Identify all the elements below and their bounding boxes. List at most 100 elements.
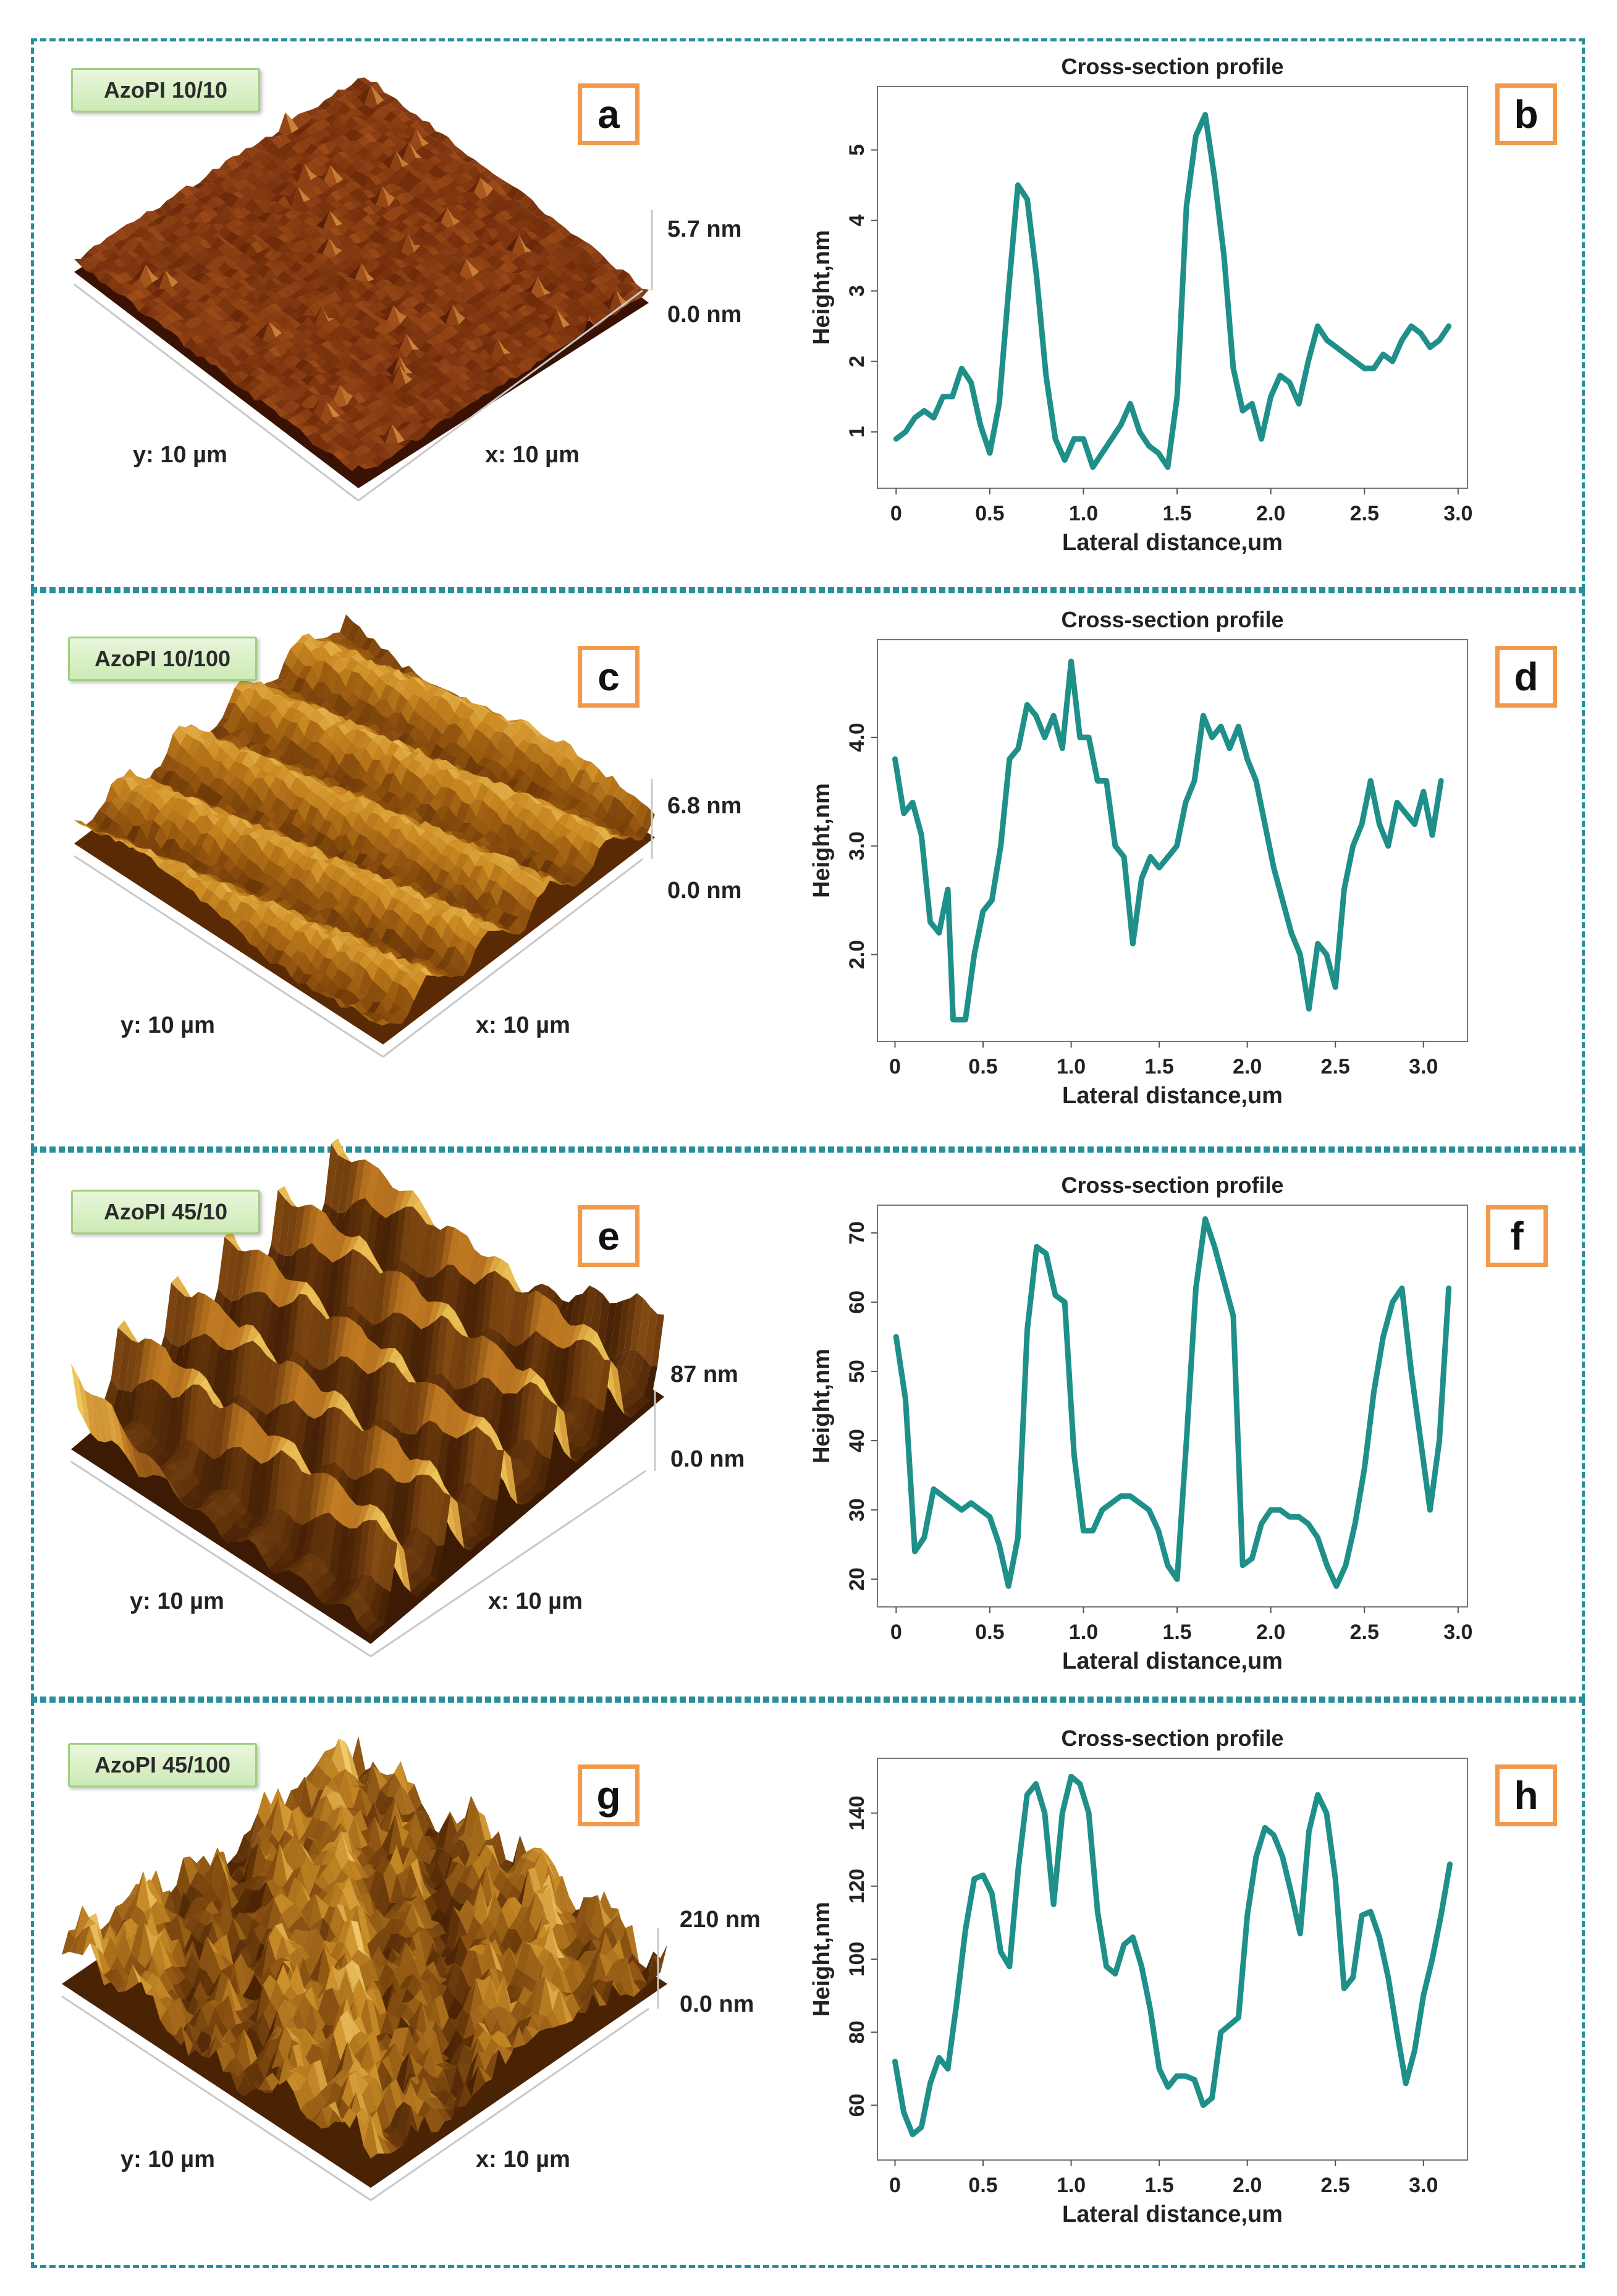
afm-facet	[406, 333, 420, 350]
afm-facet	[543, 343, 557, 354]
afm-facet	[499, 220, 513, 227]
afm-facet	[192, 273, 205, 282]
afm-facet	[316, 254, 329, 265]
afm-facet	[292, 745, 305, 763]
afm-facet	[258, 813, 272, 824]
afm-facet	[277, 936, 290, 952]
afm-facet	[360, 328, 374, 338]
afm-facet	[366, 412, 379, 423]
afm-facet	[394, 233, 408, 252]
afm-facet	[224, 243, 238, 249]
afm-facet	[197, 303, 211, 310]
afm-facet	[453, 695, 467, 698]
afm-facet	[233, 892, 247, 896]
afm-facet	[393, 333, 407, 350]
afm-facet	[307, 376, 321, 386]
afm-facet	[406, 322, 420, 335]
afm-facet	[201, 833, 215, 857]
afm-facet	[112, 810, 127, 826]
afm-facet	[311, 795, 324, 809]
afm-facet	[264, 235, 277, 246]
afm-facet	[251, 218, 264, 223]
afm-facet	[277, 207, 291, 215]
afm-facet	[394, 850, 408, 867]
afm-facet	[488, 784, 502, 794]
afm-facet	[222, 357, 236, 372]
afm-facet	[368, 706, 381, 724]
afm-facet	[156, 855, 170, 862]
afm-facet	[258, 150, 272, 156]
afm-facet	[315, 339, 328, 345]
afm-facet	[400, 282, 414, 291]
afm-facet	[390, 109, 403, 116]
afm-facet	[276, 766, 289, 781]
afm-facet	[484, 374, 497, 386]
afm-facet	[493, 195, 507, 209]
afm-facet	[590, 276, 604, 286]
afm-facet	[206, 169, 219, 184]
afm-facet	[544, 271, 558, 284]
afm-facet	[281, 377, 295, 388]
afm-facet	[191, 307, 205, 316]
afm-facet	[572, 756, 585, 771]
afm-facet	[439, 324, 452, 328]
afm-facet	[399, 356, 413, 374]
afm-facet	[464, 755, 478, 774]
afm-facet	[317, 193, 331, 203]
afm-facet	[496, 718, 510, 732]
afm-facet	[492, 259, 505, 268]
afm-facet	[360, 928, 374, 941]
afm-facet	[442, 146, 455, 155]
afm-facet	[263, 260, 277, 268]
afm-facet	[387, 687, 400, 713]
afm-facet	[603, 268, 617, 280]
afm-facet	[386, 829, 400, 847]
afm-facet	[193, 189, 206, 200]
afm-facet	[391, 443, 405, 452]
afm-facet	[252, 159, 266, 169]
afm-facet	[179, 215, 193, 226]
afm-facet	[192, 213, 206, 224]
afm-facet	[345, 671, 359, 693]
afm-facet	[211, 248, 225, 257]
afm-facet	[213, 882, 227, 900]
afm-facet	[351, 653, 365, 663]
afm-facet	[361, 289, 374, 301]
afm-facet	[158, 270, 172, 290]
afm-facet	[229, 357, 243, 367]
afm-facet	[276, 271, 290, 284]
afm-facet	[327, 777, 340, 789]
afm-facet	[127, 826, 140, 842]
afm-facet	[106, 272, 120, 278]
afm-facet	[293, 405, 307, 413]
afm-facet	[284, 790, 297, 810]
afm-facet	[543, 739, 557, 744]
afm-facet	[377, 874, 391, 884]
afm-facet	[269, 697, 282, 708]
afm-facet	[388, 794, 402, 807]
afm-facet	[340, 614, 353, 638]
afm-facet	[525, 222, 539, 232]
afm-facet	[292, 135, 305, 142]
afm-facet	[439, 275, 453, 284]
afm-facet	[316, 211, 330, 220]
afm-facet	[305, 117, 318, 125]
afm-facet	[365, 812, 379, 829]
afm-facet	[289, 337, 302, 345]
afm-facet	[324, 115, 338, 125]
afm-facet	[373, 345, 387, 354]
afm-facet	[146, 244, 159, 256]
afm-facet	[355, 257, 368, 267]
afm-facet	[138, 787, 152, 800]
afm-facet	[244, 809, 258, 823]
afm-facet	[412, 413, 425, 423]
afm-facet	[298, 130, 311, 140]
afm-facet	[406, 334, 420, 342]
afm-facet	[335, 300, 348, 306]
afm-facet	[398, 739, 412, 752]
afm-facet	[347, 372, 360, 379]
afm-facet	[365, 732, 378, 740]
afm-facet	[347, 327, 361, 337]
afm-facet	[323, 712, 337, 727]
afm-facet	[304, 180, 318, 189]
